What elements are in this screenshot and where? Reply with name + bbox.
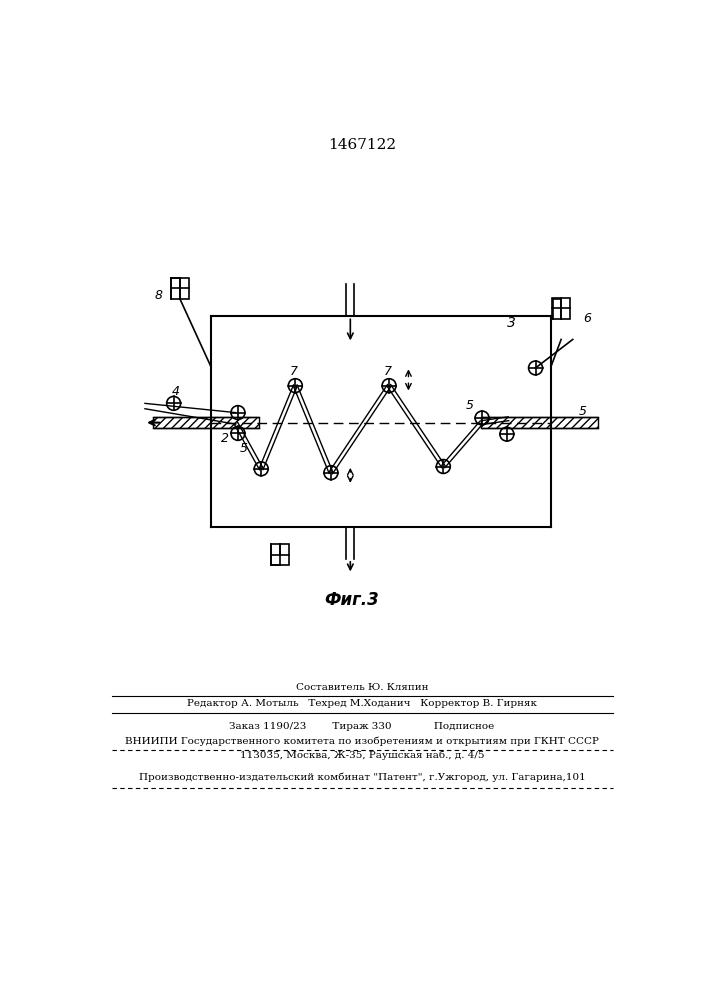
Text: 5: 5	[466, 399, 474, 412]
Text: Составитель Ю. Кляпин: Составитель Ю. Кляпин	[296, 683, 428, 692]
Text: Заказ 1190/23        Тираж 330             Подписное: Заказ 1190/23 Тираж 330 Подписное	[229, 722, 495, 731]
Text: Фиг.3: Фиг.3	[325, 591, 379, 609]
Text: 5: 5	[579, 405, 587, 418]
Text: 5: 5	[240, 442, 247, 455]
Text: ВНИИПИ Государственного комитета по изобретениям и открытиям при ГКНТ СССР: ВНИИПИ Государственного комитета по изоб…	[125, 737, 599, 746]
Text: 7: 7	[290, 365, 298, 378]
Text: 3: 3	[507, 316, 515, 330]
Text: 2: 2	[221, 432, 229, 445]
Text: 6: 6	[583, 312, 592, 325]
Bar	[171, 278, 189, 299]
Bar	[481, 417, 597, 428]
Text: Редактор А. Мотыль   Техред М.Ходанич   Корректор В. Гирняк: Редактор А. Мотыль Техред М.Ходанич Корр…	[187, 699, 537, 708]
Text: 8: 8	[155, 289, 163, 302]
Bar	[552, 298, 570, 319]
Text: Производственно-издательский комбинат "Патент", г.Ужгород, ул. Гагарина,101: Производственно-издательский комбинат "П…	[139, 772, 585, 782]
Text: 113035, Москва, Ж-35, Раушская наб., д. 4/5: 113035, Москва, Ж-35, Раушская наб., д. …	[240, 750, 484, 760]
Bar	[153, 417, 259, 428]
Bar	[271, 544, 288, 565]
Text: 4: 4	[172, 385, 180, 398]
Text: 1467122: 1467122	[328, 138, 396, 152]
Text: 7: 7	[383, 365, 392, 378]
